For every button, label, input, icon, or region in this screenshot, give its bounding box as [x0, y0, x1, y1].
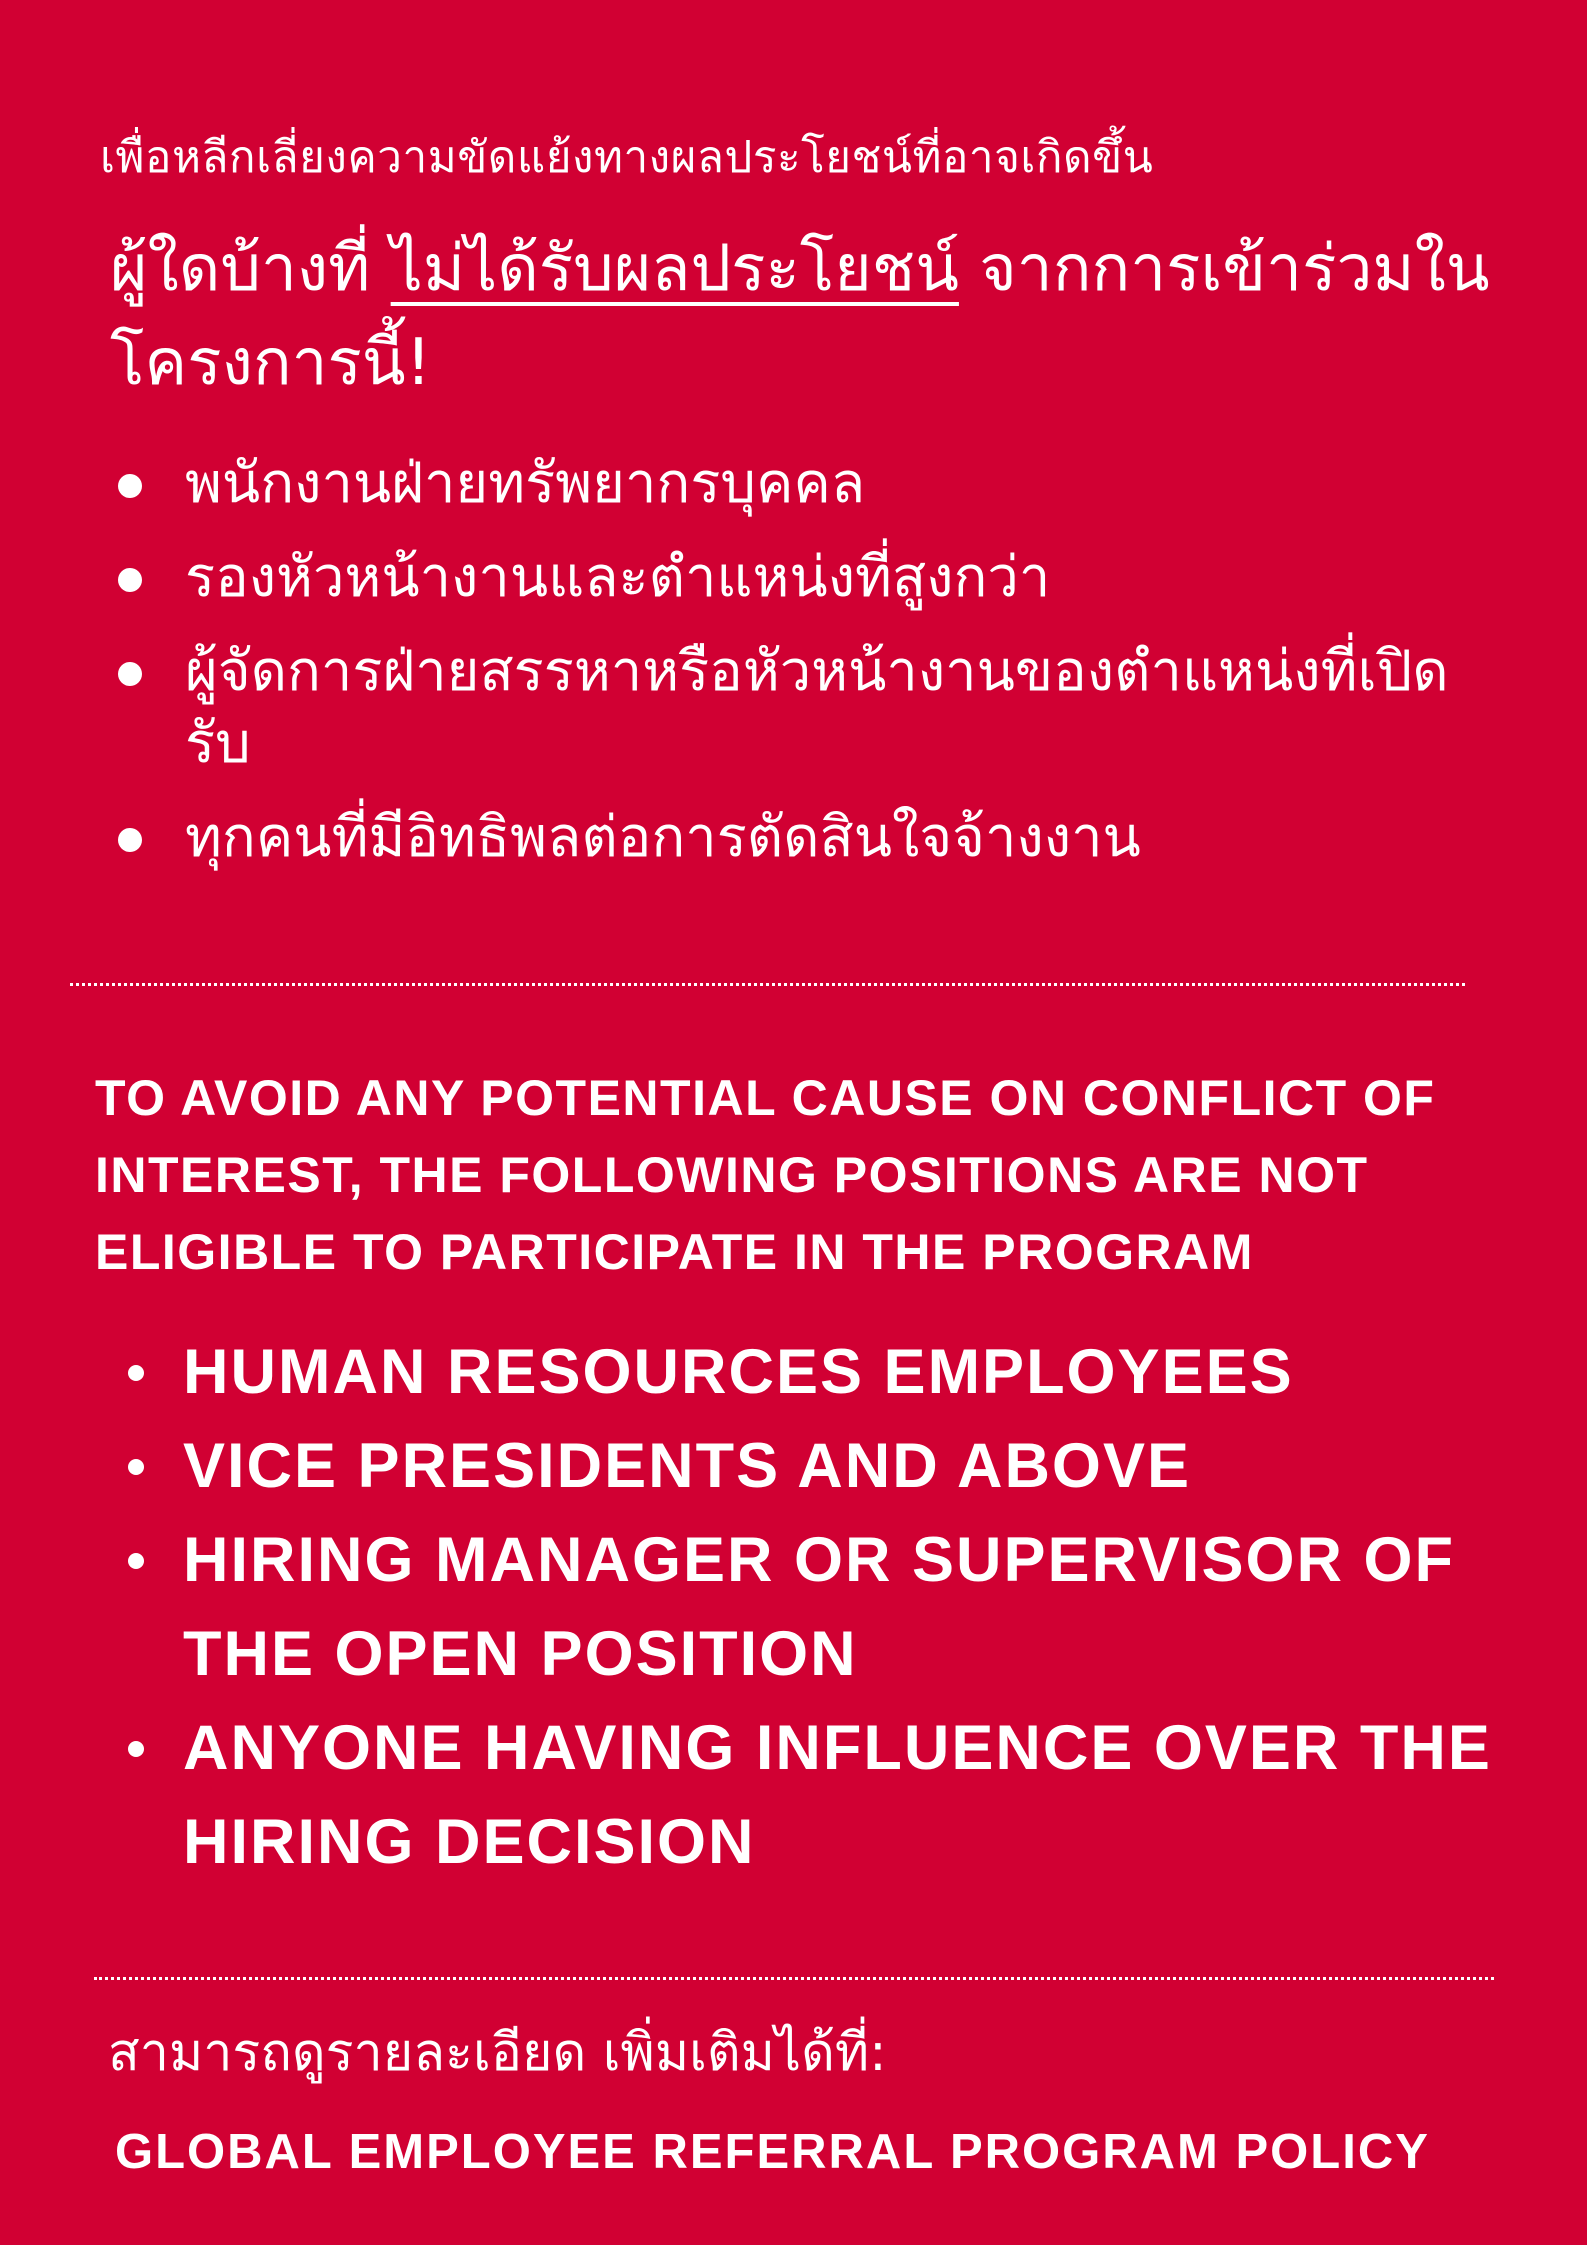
list-item-text: HIRING MANAGER OR SUPERVISOR OF THE OPEN… — [183, 1525, 1455, 1689]
thai-heading-suffix: จากการเข้าร่วมในโครงการนี้! — [110, 232, 1490, 400]
list-item-text: รองหัวหน้างานและตำแหน่งที่สูงกว่า — [185, 545, 1051, 610]
list-item: รองหัวหน้างานและตำแหน่งที่สูงกว่า — [110, 542, 1490, 614]
thai-heading: ผู้ใดบ้างที่ ไม่ได้รับผลประโยชน์ จากการเ… — [110, 222, 1510, 410]
list-item: พนักงานฝ่ายทรัพยากรบุคคล — [110, 448, 1490, 520]
list-item-text: พนักงานฝ่ายทรัพยากรบุคคล — [185, 451, 866, 516]
list-item-text: ผู้จัดการฝ่ายสรรหาหรือหัวหน้างานของตำแหน… — [185, 639, 1449, 776]
more-info-text: สามารถดูรายละเอียด เพิ่มเติมได้ที่: — [108, 2023, 887, 2083]
bullet-icon — [118, 828, 142, 852]
thai-heading-highlight: ไม่ได้รับผลประโยชน์ — [390, 232, 959, 306]
dotted-divider — [94, 1977, 1494, 1980]
list-item-text: VICE PRESIDENTS AND ABOVE — [183, 1431, 1191, 1501]
list-item: HIRING MANAGER OR SUPERVISOR OF THE OPEN… — [128, 1513, 1508, 1701]
bullet-icon — [128, 1459, 144, 1475]
list-item-text: ANYONE HAVING INFLUENCE OVER THE HIRING … — [183, 1713, 1492, 1877]
list-item-text: HUMAN RESOURCES EMPLOYEES — [183, 1337, 1294, 1407]
list-item: HUMAN RESOURCES EMPLOYEES — [128, 1325, 1508, 1419]
bullet-icon — [118, 662, 142, 686]
thai-intro-text: เพื่อหลีกเลี่ยงความขัดแย้งทางผลประโยชน์ท… — [100, 132, 1154, 183]
english-intro-text: TO AVOID ANY POTENTIAL CAUSE ON CONFLICT… — [95, 1070, 1436, 1280]
dotted-divider — [70, 983, 1465, 986]
list-item: ผู้จัดการฝ่ายสรรหาหรือหัวหน้างานของตำแหน… — [110, 636, 1490, 780]
bullet-icon — [128, 1365, 144, 1381]
bullet-icon — [118, 474, 142, 498]
list-item-text: ทุกคนที่มีอิทธิพลต่อการตัดสินใจจ้างงาน — [185, 805, 1141, 870]
thai-ineligible-list: พนักงานฝ่ายทรัพยากรบุคคล รองหัวหน้างานแล… — [110, 448, 1490, 896]
list-item: ทุกคนที่มีอิทธิพลต่อการตัดสินใจจ้างงาน — [110, 802, 1490, 874]
policy-link[interactable]: GLOBAL EMPLOYEE REFERRAL PROGRAM POLICY — [115, 2125, 1430, 2179]
list-item: ANYONE HAVING INFLUENCE OVER THE HIRING … — [128, 1701, 1508, 1889]
bullet-icon — [128, 1553, 144, 1569]
list-item: VICE PRESIDENTS AND ABOVE — [128, 1419, 1508, 1513]
bullet-icon — [118, 568, 142, 592]
english-ineligible-list: HUMAN RESOURCES EMPLOYEES VICE PRESIDENT… — [128, 1325, 1508, 1889]
bullet-icon — [128, 1741, 144, 1757]
thai-heading-prefix: ผู้ใดบ้างที่ — [110, 232, 391, 306]
